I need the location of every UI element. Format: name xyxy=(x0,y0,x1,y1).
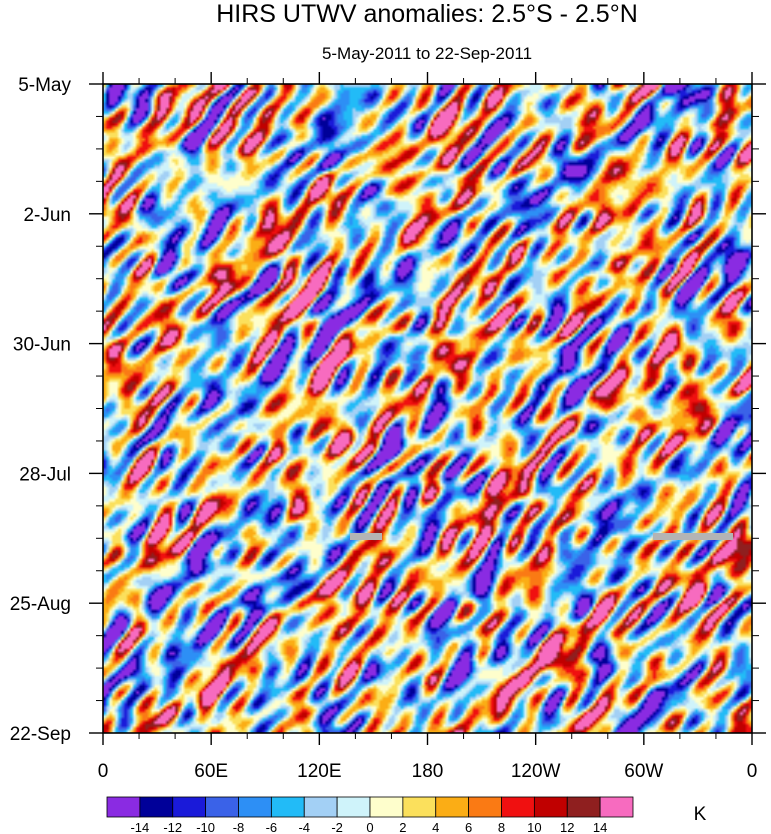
y-tick-label: 25-Aug xyxy=(10,594,71,615)
colorbar-label: 12 xyxy=(560,820,574,834)
y-tick-label: 5-May xyxy=(18,75,71,96)
colorbar-label: -8 xyxy=(233,820,245,834)
x-tick-label: 0 xyxy=(98,761,109,782)
colorbar-label: -10 xyxy=(196,820,215,834)
x-tick-label: 180 xyxy=(412,761,444,782)
colorbar-label: 2 xyxy=(399,820,406,834)
colorbar-swatch xyxy=(106,796,141,818)
colorbar-swatch xyxy=(270,796,305,818)
colorbar-label: 14 xyxy=(593,820,607,834)
y-tick-label: 30-Jun xyxy=(13,335,71,356)
chart-subtitle: 5-May-2011 to 22-Sep-2011 xyxy=(322,44,532,63)
x-axis: 0 60E 120E 180 120W 60W 0 xyxy=(98,72,758,782)
colorbar-label: 0 xyxy=(366,820,373,834)
colorbar-label: 10 xyxy=(527,820,541,834)
colorbar-swatch xyxy=(435,796,470,818)
y-tick-label: 22-Sep xyxy=(10,724,71,745)
missing-data-patch xyxy=(653,533,733,540)
plot-area xyxy=(102,83,753,734)
colorbar: -14 -12 -10 -8 -6 -4 -2 0 2 4 6 8 10 12 14 xyxy=(106,796,634,834)
colorbar-swatch xyxy=(468,796,502,818)
x-tick-label: 120W xyxy=(511,761,561,782)
colorbar-swatch xyxy=(501,796,535,818)
x-tick-label: 0 xyxy=(747,761,758,782)
y-tick-label: 2-Jun xyxy=(23,205,71,226)
colorbar-swatch xyxy=(336,796,371,818)
colorbar-swatch xyxy=(566,796,601,818)
colorbar-label: -6 xyxy=(266,820,278,834)
colorbar-swatch xyxy=(205,796,239,818)
x-tick-label: 60W xyxy=(624,761,663,782)
colorbar-swatch xyxy=(402,796,437,818)
anomaly-field xyxy=(103,84,752,733)
x-tick-label: 120E xyxy=(297,761,341,782)
colorbar-label: -2 xyxy=(331,820,343,834)
x-tick-label: 60E xyxy=(194,761,228,782)
colorbar-label: -14 xyxy=(130,820,149,834)
colorbar-swatch xyxy=(238,796,272,818)
colorbar-swatch xyxy=(139,796,174,818)
colorbar-swatch xyxy=(369,796,404,818)
chart-title: HIRS UTWV anomalies: 2.5°S - 2.5°N xyxy=(216,0,638,28)
colorbar-label: 4 xyxy=(432,820,439,834)
y-tick-label: 28-Jul xyxy=(19,464,71,485)
missing-data-patch xyxy=(350,533,382,540)
colorbar-swatch xyxy=(533,796,568,818)
colorbar-swatch xyxy=(599,796,634,818)
colorbar-label: -12 xyxy=(163,820,182,834)
colorbar-swatch xyxy=(303,796,338,818)
colorbar-label: -4 xyxy=(298,820,310,834)
colorbar-label: 6 xyxy=(465,820,472,834)
colorbar-label: 8 xyxy=(498,820,505,834)
y-axis: 5-May 2-Jun 30-Jun 28-Jul 25-Aug 22-Sep xyxy=(10,75,766,745)
colorbar-swatch xyxy=(172,796,207,818)
colorbar-units: K xyxy=(694,804,707,825)
